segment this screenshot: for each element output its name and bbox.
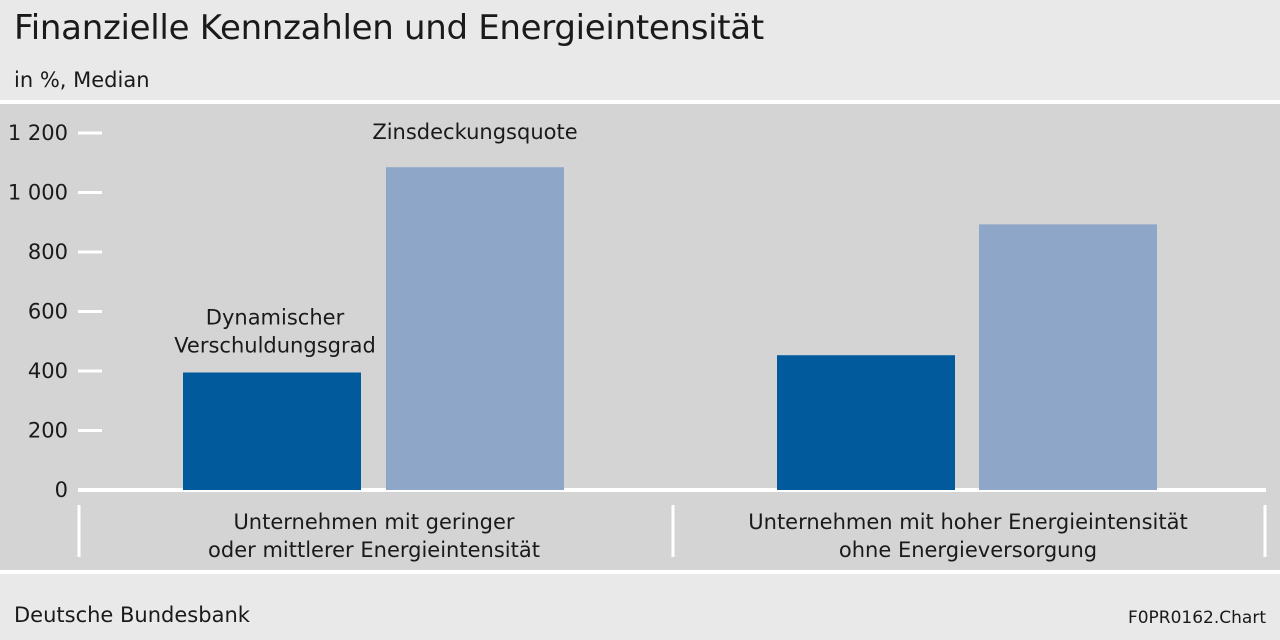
x-category-label: Unternehmen mit hoher Energieintensität <box>748 510 1187 534</box>
bottom-divider <box>0 570 1280 574</box>
bar-zinsdeckungsquote-1 <box>386 167 564 490</box>
series-label-dynamischer-verschuldungsgrad: Verschuldungsgrad <box>174 333 376 357</box>
y-tick-label: 200 <box>28 419 68 443</box>
source-label: Deutsche Bundesbank <box>14 603 250 627</box>
y-tick-label: 0 <box>55 478 68 502</box>
x-category-label: ohne Energieversorgung <box>839 538 1097 562</box>
chart-code: F0PR0162.Chart <box>1127 608 1266 628</box>
bar-dynamischer-verschuldungsgrad-2 <box>777 355 955 490</box>
top-divider <box>0 100 1280 104</box>
y-tick-label: 800 <box>28 240 68 264</box>
x-category-label: oder mittlerer Energieintensität <box>208 538 540 562</box>
bar-zinsdeckungsquote-2 <box>979 224 1157 490</box>
chart-title: Finanzielle Kennzahlen und Energieintens… <box>14 8 764 48</box>
y-tick-label: 1 200 <box>8 121 68 145</box>
bar-dynamischer-verschuldungsgrad-1 <box>183 372 361 490</box>
y-tick-label: 400 <box>28 359 68 383</box>
x-category-label: Unternehmen mit geringer <box>233 510 514 534</box>
y-tick-label: 1 000 <box>8 181 68 205</box>
y-tick-label: 600 <box>28 300 68 324</box>
series-label-dynamischer-verschuldungsgrad: Dynamischer <box>206 305 345 329</box>
chart-subtitle: in %, Median <box>14 68 150 92</box>
series-label-zinsdeckungsquote: Zinsdeckungsquote <box>372 120 577 144</box>
